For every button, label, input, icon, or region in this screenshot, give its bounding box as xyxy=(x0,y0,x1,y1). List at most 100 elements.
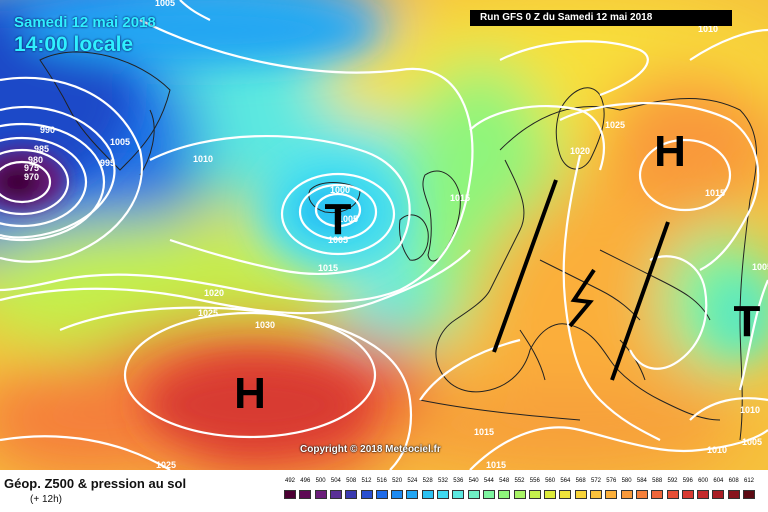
scale-value-label: 560 xyxy=(545,478,556,484)
scale-swatch xyxy=(743,490,755,499)
isobar-labels: 1005 990 985 980 975 970 1005 995 1010 1… xyxy=(24,0,768,470)
scale-value-label: 540 xyxy=(468,478,479,484)
high-pressure-symbol: H xyxy=(654,127,686,176)
scale-swatch xyxy=(697,490,710,499)
scale-swatch xyxy=(651,490,664,499)
legend-subtitle: (+ 12h) xyxy=(30,494,62,505)
scale-value-label: 508 xyxy=(346,478,357,484)
scale-value-label: 568 xyxy=(575,478,586,484)
scale-value-label: 596 xyxy=(682,478,693,484)
isobar-label: 975 xyxy=(24,163,39,173)
scale-swatch xyxy=(528,490,541,499)
model-run-label: Run GFS 0 Z du Samedi 12 mai 2018 xyxy=(470,10,732,26)
isobar-label: 1020 xyxy=(570,146,590,156)
isobar-label: 1020 xyxy=(204,288,224,298)
scale-swatch xyxy=(345,490,358,499)
isobar-label: 1030 xyxy=(255,320,275,330)
scale-swatch xyxy=(452,490,465,499)
isobar-label: 1005 xyxy=(328,235,348,245)
scale-swatch xyxy=(666,490,679,499)
isobar-label: 1015 xyxy=(450,193,470,203)
scale-swatch xyxy=(605,490,618,499)
isobar-label: 1005 xyxy=(110,137,130,147)
scale-swatch xyxy=(544,490,557,499)
copyright-notice: Copyright © 2018 Meteociel.fr xyxy=(300,444,441,455)
scale-swatch xyxy=(299,490,312,499)
scale-value-label: 584 xyxy=(636,478,647,484)
scale-value-label: 604 xyxy=(713,478,724,484)
scale-swatch xyxy=(574,490,587,499)
isobars xyxy=(0,0,768,470)
isobar-label: 1015 xyxy=(705,188,725,198)
forecast-local-time: 14:00 locale xyxy=(14,33,134,56)
scale-swatch xyxy=(727,490,740,499)
isobar-label: 1005 xyxy=(752,262,768,272)
isobar-label: 1000 xyxy=(330,185,350,195)
scale-swatch xyxy=(559,490,572,499)
scale-value-label: 520 xyxy=(392,478,403,484)
scale-swatch xyxy=(375,490,388,499)
isobar-label: 985 xyxy=(34,144,49,154)
isobar-label: 1010 xyxy=(698,24,718,34)
pressure-systems: H H T T xyxy=(234,127,760,418)
isobar-label: 1010 xyxy=(707,445,727,455)
isobar-label: 1005 xyxy=(742,437,762,447)
scale-value-label: 612 xyxy=(743,478,754,484)
scale-swatch xyxy=(437,490,449,499)
isobar-label: 1025 xyxy=(198,308,218,318)
isobar-label: 1025 xyxy=(605,120,625,130)
isobar-label: 1015 xyxy=(318,263,338,273)
high-pressure-symbol: H xyxy=(234,369,266,418)
isobar-label: 990 xyxy=(40,125,55,135)
scale-swatch xyxy=(712,490,725,499)
scale-swatch xyxy=(391,490,404,499)
scale-swatch xyxy=(421,490,434,499)
trough-lines xyxy=(492,179,670,381)
scale-value-label: 500 xyxy=(315,478,326,484)
scale-swatch xyxy=(314,490,327,499)
scale-value-label: 496 xyxy=(300,478,311,484)
isobar-label: 995 xyxy=(100,158,115,168)
isobar-label: 1010 xyxy=(193,154,213,164)
scale-value-label: 588 xyxy=(652,478,663,484)
scale-value-label: 536 xyxy=(453,478,464,484)
scale-value-label: 516 xyxy=(376,478,387,484)
low-pressure-symbol: T xyxy=(325,195,352,244)
scale-value-label: 512 xyxy=(361,478,372,484)
scale-swatch xyxy=(329,490,342,499)
scale-value-label: 572 xyxy=(590,478,601,484)
scale-value-label: 552 xyxy=(514,478,525,484)
scale-swatch xyxy=(681,490,694,499)
scale-swatch xyxy=(284,490,296,499)
scale-swatch xyxy=(406,490,419,499)
isobar-label: 1005 xyxy=(338,214,358,224)
scale-value-label: 600 xyxy=(698,478,709,484)
scale-value-label: 532 xyxy=(437,478,448,484)
isobar-label: 1010 xyxy=(740,405,760,415)
isobar-label: 1015 xyxy=(474,427,494,437)
scale-value-label: 608 xyxy=(728,478,739,484)
scale-swatch xyxy=(467,490,480,499)
scale-swatch xyxy=(635,490,648,499)
scale-value-label: 564 xyxy=(560,478,571,484)
legend-title: Géop. Z500 & pression au sol xyxy=(4,476,187,491)
scale-value-label: 504 xyxy=(330,478,341,484)
geopotential-field xyxy=(0,0,768,470)
scale-swatch xyxy=(498,490,511,499)
scale-value-label: 544 xyxy=(483,478,494,484)
scale-value-label: 556 xyxy=(529,478,540,484)
low-pressure-symbol: T xyxy=(734,297,761,346)
scale-value-label: 576 xyxy=(606,478,617,484)
scale-value-label: 548 xyxy=(499,478,510,484)
scale-value-label: 492 xyxy=(284,478,295,484)
weather-map: 1005 990 985 980 975 970 1005 995 1010 1… xyxy=(0,0,768,470)
isobar-label: 1005 xyxy=(155,0,175,8)
scale-swatch xyxy=(620,490,633,499)
isobar-label: 970 xyxy=(24,172,39,182)
isobar-label: 980 xyxy=(28,155,43,165)
forecast-date: Samedi 12 mai 2018 xyxy=(14,14,156,31)
scale-value-label: 580 xyxy=(621,478,632,484)
scale-value-label: 592 xyxy=(667,478,678,484)
scale-value-label: 524 xyxy=(407,478,418,484)
